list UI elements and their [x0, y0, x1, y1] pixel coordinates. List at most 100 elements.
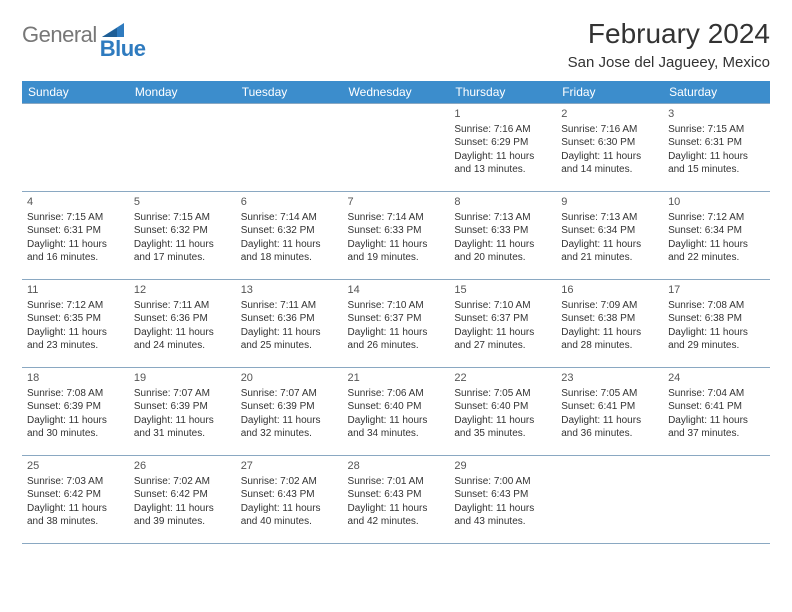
sunset-line: Sunset: 6:33 PM — [348, 224, 445, 238]
calendar-day-cell: 28Sunrise: 7:01 AMSunset: 6:43 PMDayligh… — [343, 456, 450, 544]
sunrise-line: Sunrise: 7:11 AM — [241, 299, 338, 313]
sunset-line: Sunset: 6:36 PM — [241, 312, 338, 326]
sunrise-line: Sunrise: 7:14 AM — [241, 211, 338, 225]
sunset-line: Sunset: 6:31 PM — [668, 136, 765, 150]
sunset-line: Sunset: 6:39 PM — [241, 400, 338, 414]
day-number: 21 — [348, 371, 445, 386]
calendar-week-row: 11Sunrise: 7:12 AMSunset: 6:35 PMDayligh… — [22, 280, 770, 368]
sunset-line: Sunset: 6:36 PM — [134, 312, 231, 326]
daylight-line: Daylight: 11 hours and 36 minutes. — [561, 414, 658, 441]
calendar-body: 1Sunrise: 7:16 AMSunset: 6:29 PMDaylight… — [22, 104, 770, 544]
calendar-empty-cell — [22, 104, 129, 192]
day-number: 12 — [134, 283, 231, 298]
day-number: 25 — [27, 459, 124, 474]
calendar-day-cell: 5Sunrise: 7:15 AMSunset: 6:32 PMDaylight… — [129, 192, 236, 280]
sunset-line: Sunset: 6:43 PM — [348, 488, 445, 502]
sunrise-line: Sunrise: 7:13 AM — [561, 211, 658, 225]
sunset-line: Sunset: 6:41 PM — [668, 400, 765, 414]
daylight-line: Daylight: 11 hours and 34 minutes. — [348, 414, 445, 441]
sunset-line: Sunset: 6:39 PM — [27, 400, 124, 414]
daylight-line: Daylight: 11 hours and 39 minutes. — [134, 502, 231, 529]
calendar-empty-cell — [556, 456, 663, 544]
calendar-day-cell: 24Sunrise: 7:04 AMSunset: 6:41 PMDayligh… — [663, 368, 770, 456]
sunrise-line: Sunrise: 7:07 AM — [134, 387, 231, 401]
day-header-row: SundayMondayTuesdayWednesdayThursdayFrid… — [22, 81, 770, 104]
day-number: 22 — [454, 371, 551, 386]
sunset-line: Sunset: 6:39 PM — [134, 400, 231, 414]
day-header: Monday — [129, 81, 236, 104]
sunrise-line: Sunrise: 7:05 AM — [454, 387, 551, 401]
calendar-day-cell: 11Sunrise: 7:12 AMSunset: 6:35 PMDayligh… — [22, 280, 129, 368]
daylight-line: Daylight: 11 hours and 25 minutes. — [241, 326, 338, 353]
daylight-line: Daylight: 11 hours and 29 minutes. — [668, 326, 765, 353]
calendar-day-cell: 21Sunrise: 7:06 AMSunset: 6:40 PMDayligh… — [343, 368, 450, 456]
sunset-line: Sunset: 6:38 PM — [668, 312, 765, 326]
calendar-day-cell: 16Sunrise: 7:09 AMSunset: 6:38 PMDayligh… — [556, 280, 663, 368]
daylight-line: Daylight: 11 hours and 32 minutes. — [241, 414, 338, 441]
sunset-line: Sunset: 6:42 PM — [134, 488, 231, 502]
calendar-week-row: 25Sunrise: 7:03 AMSunset: 6:42 PMDayligh… — [22, 456, 770, 544]
day-number: 13 — [241, 283, 338, 298]
calendar-day-cell: 29Sunrise: 7:00 AMSunset: 6:43 PMDayligh… — [449, 456, 556, 544]
daylight-line: Daylight: 11 hours and 35 minutes. — [454, 414, 551, 441]
day-number: 28 — [348, 459, 445, 474]
daylight-line: Daylight: 11 hours and 19 minutes. — [348, 238, 445, 265]
day-number: 17 — [668, 283, 765, 298]
title-block: February 2024 San Jose del Jagueey, Mexi… — [568, 18, 770, 71]
sunrise-line: Sunrise: 7:04 AM — [668, 387, 765, 401]
sunrise-line: Sunrise: 7:12 AM — [27, 299, 124, 313]
sunset-line: Sunset: 6:30 PM — [561, 136, 658, 150]
daylight-line: Daylight: 11 hours and 16 minutes. — [27, 238, 124, 265]
day-number: 7 — [348, 195, 445, 210]
daylight-line: Daylight: 11 hours and 18 minutes. — [241, 238, 338, 265]
day-number: 5 — [134, 195, 231, 210]
calendar-day-cell: 23Sunrise: 7:05 AMSunset: 6:41 PMDayligh… — [556, 368, 663, 456]
daylight-line: Daylight: 11 hours and 42 minutes. — [348, 502, 445, 529]
calendar-day-cell: 12Sunrise: 7:11 AMSunset: 6:36 PMDayligh… — [129, 280, 236, 368]
sunset-line: Sunset: 6:43 PM — [454, 488, 551, 502]
day-number: 1 — [454, 107, 551, 122]
day-header: Friday — [556, 81, 663, 104]
day-header: Wednesday — [343, 81, 450, 104]
day-number: 18 — [27, 371, 124, 386]
daylight-line: Daylight: 11 hours and 40 minutes. — [241, 502, 338, 529]
sunset-line: Sunset: 6:40 PM — [454, 400, 551, 414]
day-number: 23 — [561, 371, 658, 386]
day-number: 20 — [241, 371, 338, 386]
day-header: Thursday — [449, 81, 556, 104]
sunset-line: Sunset: 6:33 PM — [454, 224, 551, 238]
day-number: 6 — [241, 195, 338, 210]
sunrise-line: Sunrise: 7:15 AM — [27, 211, 124, 225]
calendar-day-cell: 26Sunrise: 7:02 AMSunset: 6:42 PMDayligh… — [129, 456, 236, 544]
calendar-empty-cell — [663, 456, 770, 544]
calendar-day-cell: 1Sunrise: 7:16 AMSunset: 6:29 PMDaylight… — [449, 104, 556, 192]
sunset-line: Sunset: 6:32 PM — [134, 224, 231, 238]
day-number: 26 — [134, 459, 231, 474]
calendar-day-cell: 3Sunrise: 7:15 AMSunset: 6:31 PMDaylight… — [663, 104, 770, 192]
sunset-line: Sunset: 6:34 PM — [668, 224, 765, 238]
sunrise-line: Sunrise: 7:08 AM — [668, 299, 765, 313]
calendar-day-cell: 9Sunrise: 7:13 AMSunset: 6:34 PMDaylight… — [556, 192, 663, 280]
daylight-line: Daylight: 11 hours and 15 minutes. — [668, 150, 765, 177]
sunrise-line: Sunrise: 7:13 AM — [454, 211, 551, 225]
location-text: San Jose del Jagueey, Mexico — [568, 54, 770, 71]
calendar-day-cell: 18Sunrise: 7:08 AMSunset: 6:39 PMDayligh… — [22, 368, 129, 456]
sunrise-line: Sunrise: 7:06 AM — [348, 387, 445, 401]
calendar-day-cell: 6Sunrise: 7:14 AMSunset: 6:32 PMDaylight… — [236, 192, 343, 280]
sunrise-line: Sunrise: 7:12 AM — [668, 211, 765, 225]
daylight-line: Daylight: 11 hours and 21 minutes. — [561, 238, 658, 265]
sunrise-line: Sunrise: 7:11 AM — [134, 299, 231, 313]
daylight-line: Daylight: 11 hours and 22 minutes. — [668, 238, 765, 265]
day-number: 27 — [241, 459, 338, 474]
day-number: 10 — [668, 195, 765, 210]
calendar-week-row: 1Sunrise: 7:16 AMSunset: 6:29 PMDaylight… — [22, 104, 770, 192]
daylight-line: Daylight: 11 hours and 20 minutes. — [454, 238, 551, 265]
day-number: 15 — [454, 283, 551, 298]
sunset-line: Sunset: 6:32 PM — [241, 224, 338, 238]
sunrise-line: Sunrise: 7:16 AM — [454, 123, 551, 137]
logo-text-general: General — [22, 22, 97, 48]
day-number: 16 — [561, 283, 658, 298]
calendar-day-cell: 13Sunrise: 7:11 AMSunset: 6:36 PMDayligh… — [236, 280, 343, 368]
calendar-day-cell: 7Sunrise: 7:14 AMSunset: 6:33 PMDaylight… — [343, 192, 450, 280]
calendar-day-cell: 14Sunrise: 7:10 AMSunset: 6:37 PMDayligh… — [343, 280, 450, 368]
